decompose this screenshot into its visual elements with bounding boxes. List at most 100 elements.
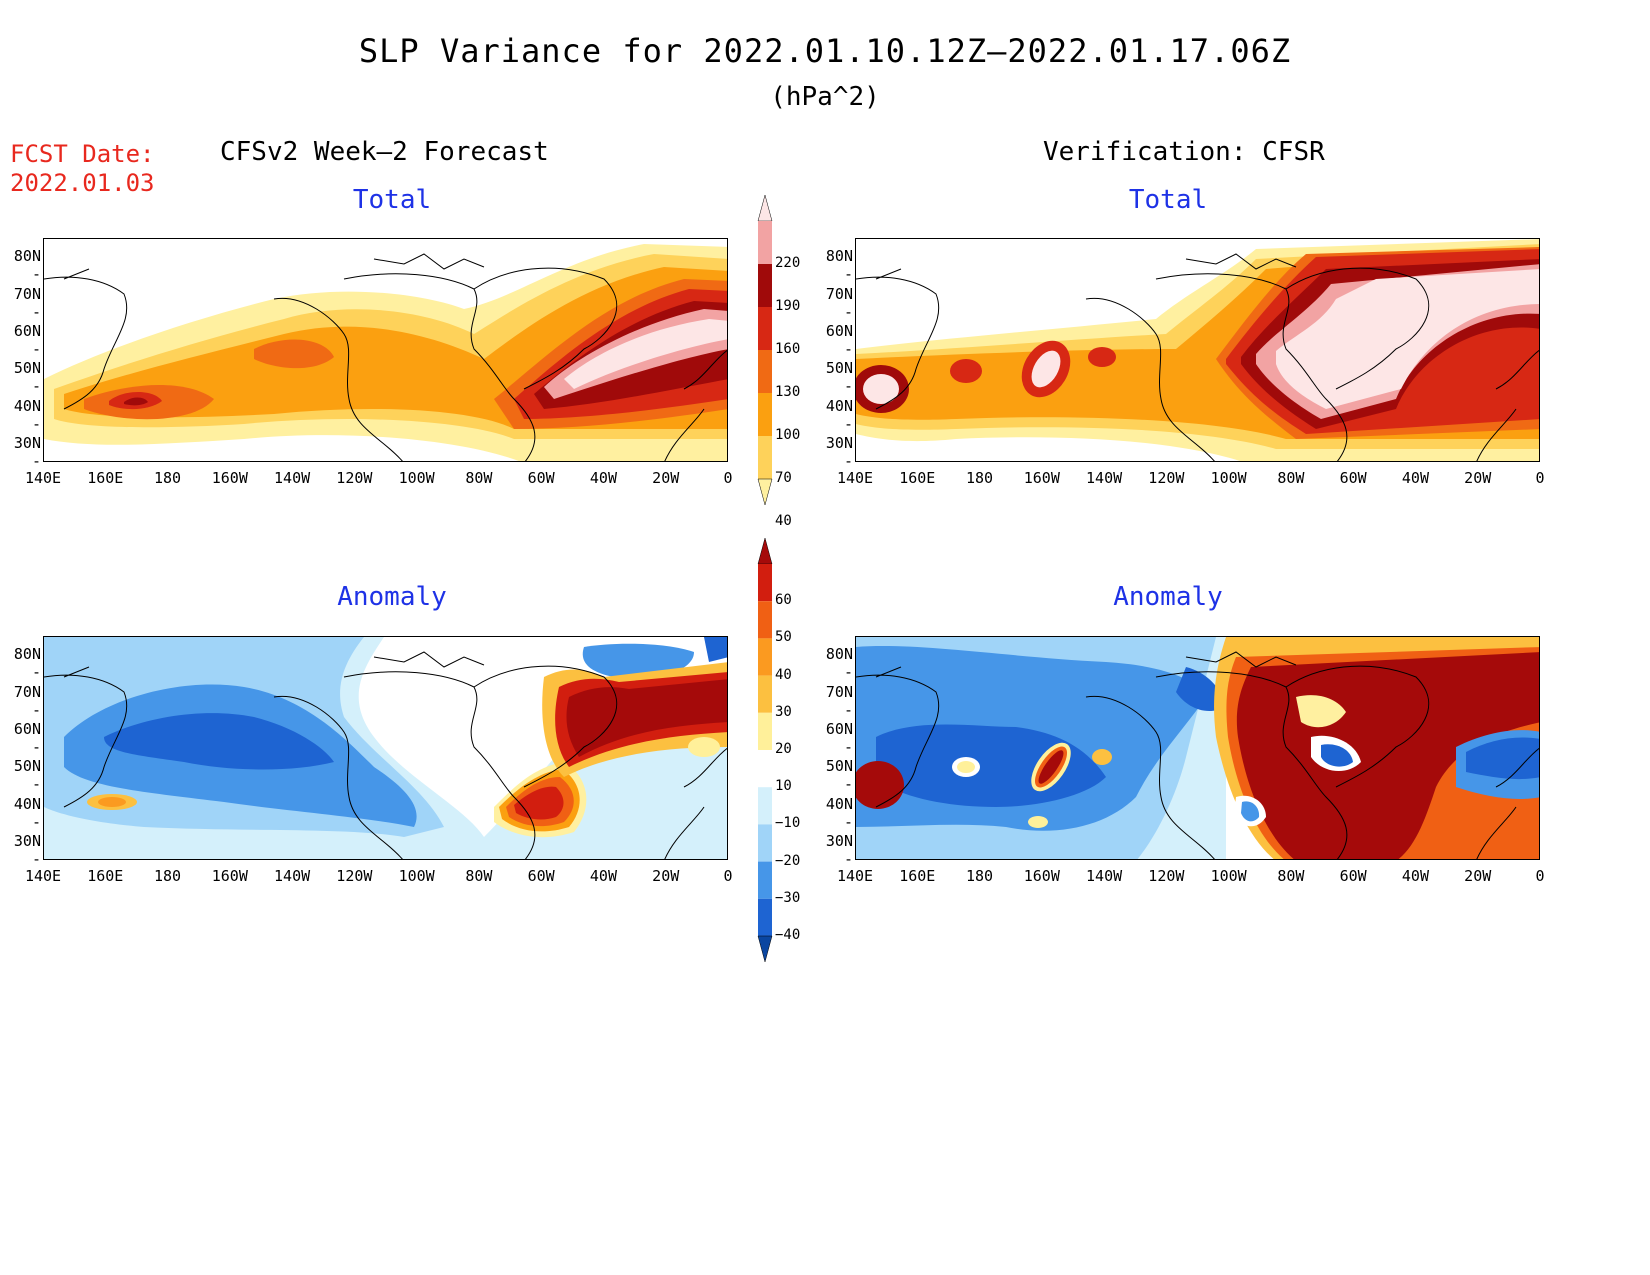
lon-tick-label: 120W (1148, 867, 1185, 885)
shading-verification-anomaly (856, 637, 1539, 859)
lon-tick-label: 60W (1339, 469, 1367, 487)
lon-tick-label: 120W (336, 867, 373, 885)
lat-tick-label: 30N - (825, 832, 853, 868)
lon-tick-label: 160W (211, 469, 248, 487)
figure-title: SLP Variance for 2022.01.10.12Z–2022.01.… (358, 32, 1292, 70)
colorbar-level-label: −40 (775, 927, 801, 943)
lon-tick-label: 40W (589, 469, 617, 487)
colorbar-segment (758, 436, 772, 479)
lon-tick-label: 140W (274, 469, 311, 487)
colorbar-segment (758, 712, 772, 750)
lat-tick-label: 40N - (825, 795, 853, 831)
lon-tick-label: 0 (723, 867, 733, 885)
lon-tick-label: 0 (1535, 867, 1545, 885)
lon-tick-label: 160W (1023, 867, 1060, 885)
lon-tick-label: 80W (465, 867, 493, 885)
lon-tick-label: 140E (24, 469, 62, 487)
colorbar-level-label: 100 (775, 427, 801, 443)
lon-tick-label: 20W (652, 469, 680, 487)
colorbar-top-arrow (757, 195, 773, 222)
lon-tick-label: 140W (1086, 867, 1123, 885)
colorbar-segment (758, 787, 772, 825)
colorbar-level-label: 40 (775, 513, 792, 529)
lon-tick-label: 100W (1210, 469, 1247, 487)
panel-title-top-right: Total (1128, 185, 1208, 215)
forecast-date-value: 2022.01.03 (10, 169, 155, 197)
colorbar-level-label: −10 (775, 815, 801, 832)
lon-tick-label: 80W (465, 469, 493, 487)
lon-tick-label: 120W (1148, 469, 1185, 487)
lon-tick-label: 180 (153, 867, 182, 885)
lon-tick-label: 100W (398, 867, 435, 885)
colorbar-segment (758, 750, 772, 788)
lat-tick-label: 50N - (825, 757, 853, 793)
lat-tick-label: 40N - (13, 795, 41, 831)
colorbar-segment (758, 601, 772, 639)
lon-tick-label: 20W (1464, 867, 1492, 885)
colorbar-level-label: 70 (775, 470, 792, 486)
colorbar-segment (758, 638, 772, 676)
colorbar-level-label: −30 (775, 889, 801, 906)
lat-tick-label: 70N - (13, 285, 41, 321)
map-verification-total (855, 238, 1540, 462)
lat-tick-label: 50N - (825, 359, 853, 395)
lon-tick-label: 140W (274, 867, 311, 885)
shading-forecast-total (44, 239, 727, 461)
panel-title-bottom-left: Anomaly (337, 582, 447, 612)
lat-tick-label: 50N - (13, 359, 41, 395)
lon-tick-label: 60W (527, 469, 555, 487)
lon-tick-label: 100W (1210, 867, 1247, 885)
lon-tick-label: 160E (87, 867, 124, 885)
lat-tick-label: 60N - (13, 322, 41, 358)
lat-tick-label: 70N - (825, 683, 853, 719)
lon-tick-label: 140E (836, 867, 874, 885)
colorbar-segment (758, 861, 772, 899)
colorbar-top-arrow (757, 538, 773, 565)
forecast-date: FCST Date: 2022.01.03 (10, 140, 155, 198)
map-verification-anomaly (855, 636, 1540, 860)
units-label: (hPa^2) (770, 82, 880, 112)
coastlines (856, 651, 1539, 859)
lon-tick-label: 0 (723, 469, 733, 487)
lat-tick-label: 50N - (13, 757, 41, 793)
lon-tick-label: 120W (336, 469, 373, 487)
lat-tick-label: 30N - (13, 832, 41, 868)
lon-tick-label: 20W (652, 867, 680, 885)
lon-tick-label: 140E (836, 469, 874, 487)
lon-tick-label: 40W (1401, 469, 1429, 487)
colorbar-level-label: 40 (775, 666, 792, 683)
colorbar-level-label: 220 (775, 255, 801, 271)
lat-tick-label: 70N - (825, 285, 853, 321)
lon-tick-label: 180 (965, 469, 994, 487)
lon-tick-label: 160E (899, 469, 936, 487)
lon-tick-label: 80W (1277, 867, 1305, 885)
panel-title-top-left: Total (352, 185, 432, 215)
shading-verification-total (856, 239, 1539, 461)
colorbar-segment (758, 898, 772, 936)
colorbar-bottom-arrow (757, 935, 773, 962)
lat-tick-label: 40N - (825, 397, 853, 433)
lon-tick-label: 60W (1339, 867, 1367, 885)
lat-tick-label: 80N - (13, 247, 41, 283)
colorbar-segment (758, 350, 772, 393)
lon-tick-label: 160W (1023, 469, 1060, 487)
colorbar-level-label: 190 (775, 298, 801, 314)
lon-tick-label: 160E (87, 469, 124, 487)
colorbar-total (757, 195, 773, 505)
lat-tick-label: 40N - (13, 397, 41, 433)
lon-tick-label: 100W (398, 469, 435, 487)
colorbar-level-label: −20 (775, 852, 801, 869)
colorbar-segment (758, 564, 772, 602)
colorbar-segment (758, 675, 772, 713)
colorbar-anomaly (757, 538, 773, 962)
colorbar-level-label: 160 (775, 341, 801, 357)
colorbar-segment (758, 307, 772, 350)
lon-tick-label: 180 (965, 867, 994, 885)
colorbar-level-label: 10 (775, 778, 792, 795)
lon-tick-label: 60W (527, 867, 555, 885)
lon-tick-label: 40W (589, 867, 617, 885)
coastlines (856, 253, 1539, 461)
colorbar-level-label: 20 (775, 741, 792, 757)
coastlines (44, 651, 727, 859)
colorbar-segment (758, 221, 772, 264)
